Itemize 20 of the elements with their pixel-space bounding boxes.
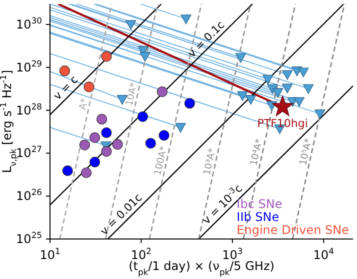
x-tick-label: 10$^{4}$ [313, 246, 334, 262]
y-tick-label: 10$^{27}$ [16, 144, 42, 160]
y-tick-label: 10$^{26}$ [16, 187, 42, 204]
x-tick-label: 10$^{2}$ [130, 246, 152, 262]
annotation: v = 0.1c [185, 18, 228, 60]
annotation: 10⁵A* [298, 137, 315, 166]
y-tick-label: 10$^{29}$ [16, 58, 42, 74]
annotation: 100A* [152, 145, 170, 176]
y-tick-label: 10$^{30}$ [16, 15, 42, 32]
annotation: 10³A* [202, 147, 218, 176]
y-tick-label: 10$^{28}$ [16, 101, 42, 118]
text: Ibc SNe [236, 197, 284, 211]
x-axis-title: (t$_{pk}$/1 day) × (ν$_{pk}$/5 GHz) [128, 259, 274, 277]
annotation: 10⁴A* [248, 138, 266, 167]
text: IIb SNe [236, 210, 280, 224]
x-tick-label: 10$^{1}$ [40, 246, 60, 262]
x-tick-label: 10$^{3}$ [222, 246, 243, 262]
annotation: 10A* [124, 82, 140, 107]
text: Engine Driven SNe [236, 223, 349, 237]
y-tick-label: 10$^{25}$ [16, 230, 42, 246]
